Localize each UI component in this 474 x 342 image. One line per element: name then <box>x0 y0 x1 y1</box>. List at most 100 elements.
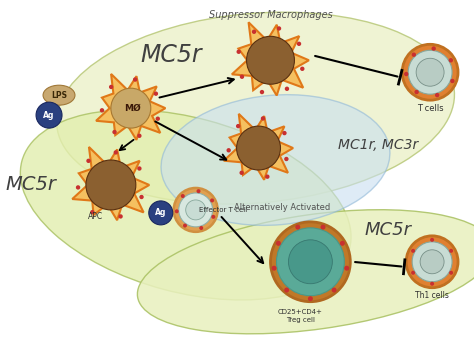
Circle shape <box>289 240 332 284</box>
Circle shape <box>252 29 256 34</box>
Circle shape <box>272 266 276 271</box>
Ellipse shape <box>161 95 390 225</box>
Polygon shape <box>96 74 165 140</box>
Circle shape <box>406 236 458 288</box>
Circle shape <box>183 224 187 227</box>
Circle shape <box>154 92 158 96</box>
Circle shape <box>416 58 444 86</box>
Circle shape <box>430 282 434 286</box>
Circle shape <box>408 50 452 94</box>
Ellipse shape <box>20 110 351 300</box>
Circle shape <box>175 209 179 213</box>
Circle shape <box>411 52 416 57</box>
Circle shape <box>449 249 453 253</box>
Circle shape <box>414 90 419 94</box>
Text: MØ: MØ <box>125 104 141 113</box>
Circle shape <box>449 271 453 275</box>
Circle shape <box>277 26 281 31</box>
Circle shape <box>412 242 452 282</box>
Circle shape <box>36 102 62 128</box>
Text: MC5r: MC5r <box>365 221 412 239</box>
Text: MC1r, MC3r: MC1r, MC3r <box>338 138 419 152</box>
Circle shape <box>236 124 240 128</box>
Polygon shape <box>232 22 309 95</box>
Circle shape <box>340 241 345 246</box>
Circle shape <box>155 117 160 121</box>
Circle shape <box>227 148 231 153</box>
Circle shape <box>240 75 244 79</box>
Text: Effector T cell: Effector T cell <box>200 207 248 213</box>
Circle shape <box>239 171 244 175</box>
Circle shape <box>404 72 409 76</box>
Circle shape <box>211 215 215 219</box>
Text: Suppressor Macrophages: Suppressor Macrophages <box>209 10 332 21</box>
Text: T cells: T cells <box>417 104 443 113</box>
Text: Treg cell: Treg cell <box>286 317 315 323</box>
Circle shape <box>137 134 142 138</box>
Text: Ag: Ag <box>155 208 166 218</box>
Text: LPS: LPS <box>51 91 67 100</box>
Circle shape <box>411 249 415 253</box>
Text: MC5r: MC5r <box>6 175 56 195</box>
Circle shape <box>100 108 104 113</box>
Circle shape <box>285 87 289 91</box>
Circle shape <box>411 271 415 275</box>
Circle shape <box>300 67 304 71</box>
Ellipse shape <box>56 12 455 204</box>
Circle shape <box>308 296 313 301</box>
Circle shape <box>109 85 113 89</box>
Circle shape <box>297 42 301 46</box>
Circle shape <box>449 58 453 63</box>
Polygon shape <box>72 147 149 220</box>
Circle shape <box>261 116 265 121</box>
Circle shape <box>276 241 281 246</box>
Circle shape <box>197 189 201 193</box>
Circle shape <box>431 47 436 51</box>
Circle shape <box>435 93 439 97</box>
Text: APC: APC <box>88 212 103 221</box>
Ellipse shape <box>137 210 474 334</box>
Circle shape <box>181 194 185 198</box>
Circle shape <box>186 200 206 220</box>
Circle shape <box>271 222 350 302</box>
Circle shape <box>112 130 117 134</box>
Circle shape <box>90 210 94 214</box>
Circle shape <box>402 44 458 100</box>
Text: Th1 cells: Th1 cells <box>415 291 449 300</box>
Text: CD25+CD4+: CD25+CD4+ <box>278 309 323 315</box>
Circle shape <box>111 88 151 128</box>
Circle shape <box>295 225 300 229</box>
Circle shape <box>260 90 264 94</box>
Circle shape <box>133 77 137 82</box>
Circle shape <box>332 288 337 292</box>
Ellipse shape <box>43 85 75 105</box>
Circle shape <box>282 131 287 135</box>
Circle shape <box>76 185 80 189</box>
Circle shape <box>114 150 118 155</box>
Polygon shape <box>224 114 293 180</box>
Circle shape <box>276 228 344 296</box>
Circle shape <box>179 193 213 227</box>
Circle shape <box>284 157 289 161</box>
Circle shape <box>237 126 281 170</box>
Circle shape <box>320 225 326 229</box>
Circle shape <box>246 36 294 84</box>
Circle shape <box>139 195 144 199</box>
Circle shape <box>430 238 434 242</box>
Circle shape <box>265 174 270 179</box>
Circle shape <box>149 201 173 225</box>
Text: MC5r: MC5r <box>140 43 201 67</box>
Circle shape <box>137 166 142 171</box>
Circle shape <box>284 288 289 292</box>
Text: Alternatively Activated: Alternatively Activated <box>234 203 330 212</box>
Circle shape <box>344 266 349 271</box>
Circle shape <box>86 159 91 163</box>
Circle shape <box>86 160 136 210</box>
Circle shape <box>210 198 214 202</box>
Text: Ag: Ag <box>43 110 55 120</box>
Circle shape <box>199 226 203 230</box>
Circle shape <box>450 79 455 83</box>
Circle shape <box>237 50 241 54</box>
Circle shape <box>420 250 444 274</box>
Circle shape <box>118 214 123 219</box>
